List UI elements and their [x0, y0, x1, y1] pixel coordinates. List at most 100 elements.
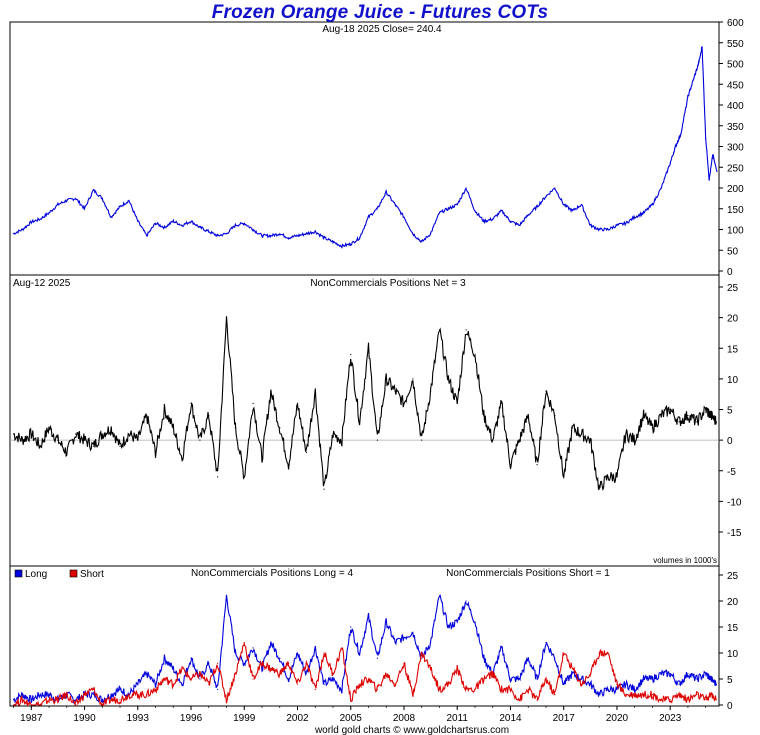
- x-tick-label: 2008: [393, 713, 416, 724]
- price-point: [181, 224, 183, 226]
- net-point: [359, 421, 361, 423]
- long-short-point: [669, 699, 671, 701]
- long-short-point: [208, 662, 210, 665]
- price-y-tick-label: 100: [727, 226, 744, 237]
- long-short-point: [572, 668, 574, 670]
- net-y-axis: -15 -10 -5 0 5 10 15 20 25: [10, 283, 742, 539]
- long-short-point: [288, 678, 290, 680]
- price-point: [48, 212, 50, 214]
- long-short-point: [643, 694, 645, 696]
- net-point: [715, 421, 717, 423]
- price-point: [66, 199, 68, 201]
- net-title: NonCommercials Positions Net = 3: [310, 278, 466, 289]
- long-short-point: [12, 699, 15, 701]
- price-point: [279, 233, 281, 235]
- net-point: [527, 415, 529, 417]
- net-point: [163, 408, 165, 411]
- net-point: [678, 421, 680, 423]
- long-short-point: [110, 699, 112, 701]
- price-point: [527, 214, 529, 216]
- long-short-point: [146, 694, 148, 696]
- price-point: [674, 145, 677, 148]
- net-point: [66, 451, 68, 453]
- net-point: [83, 439, 86, 441]
- long-short-point: [607, 688, 609, 691]
- net-point: [536, 464, 538, 466]
- long-short-point: [580, 683, 583, 685]
- long-short-panel: Long Short NonCommercials Positions Long…: [9, 565, 739, 724]
- long-short-line-short: [13, 642, 717, 708]
- net-point: [270, 390, 272, 392]
- long-short-point: [137, 683, 139, 685]
- long-short-point: [474, 621, 476, 623]
- long-short-point: [234, 673, 236, 675]
- long-short-point: [474, 688, 476, 691]
- net-point: [625, 433, 627, 435]
- price-y-axis: 0 50 100 150 200 250 300 350 400 450 500 550 600: [719, 18, 744, 278]
- long-short-point: [634, 688, 636, 691]
- price-point: [687, 96, 689, 98]
- price-point: [692, 79, 694, 81]
- price-point: [625, 222, 627, 224]
- price-point: [12, 233, 15, 235]
- price-point: [128, 199, 130, 201]
- net-point: [660, 415, 662, 417]
- price-point: [607, 228, 609, 231]
- net-point: [501, 402, 503, 404]
- long-short-point: [447, 683, 449, 685]
- long-short-point: [92, 694, 94, 696]
- price-point: [412, 233, 414, 235]
- price-point: [359, 237, 361, 239]
- price-point: [716, 170, 718, 172]
- long-short-point: [208, 683, 210, 685]
- long-short-y-tick-label: 0: [727, 701, 733, 712]
- price-subtitle: Aug-18 2025 Close= 240.4: [322, 24, 442, 35]
- net-point: [296, 402, 299, 404]
- price-y-tick-label: 350: [727, 122, 744, 133]
- long-short-point: [705, 673, 707, 675]
- long-short-point: [137, 694, 139, 696]
- long-short-point: [367, 616, 370, 618]
- long-short-point: [412, 694, 414, 696]
- price-point: [288, 237, 290, 239]
- long-short-point: [172, 683, 174, 685]
- long-short-point: [715, 699, 717, 701]
- long-short-point: [412, 631, 414, 633]
- price-point: [110, 216, 112, 218]
- x-tick-label: 1996: [180, 713, 203, 724]
- long-short-point: [634, 694, 636, 696]
- price-point: [261, 235, 263, 237]
- price-point: [243, 222, 245, 224]
- net-point: [128, 433, 130, 435]
- net-y-tick-label: 25: [727, 283, 739, 294]
- long-short-point: [48, 699, 50, 701]
- long-short-point: [598, 652, 600, 654]
- net-point: [190, 402, 192, 404]
- long-short-point: [509, 678, 512, 680]
- long-short-point: [616, 688, 618, 691]
- price-point: [651, 204, 654, 206]
- net-point: [438, 329, 441, 331]
- long-short-point: [163, 657, 165, 659]
- long-short-y-axis: 0 5 10 15 20 25: [719, 571, 739, 712]
- long-short-point: [75, 699, 77, 701]
- net-point: [314, 390, 316, 392]
- long-short-point: [376, 688, 378, 691]
- net-point: [119, 445, 121, 447]
- price-point: [341, 245, 343, 247]
- long-short-point: [536, 699, 538, 701]
- net-point: [456, 402, 458, 404]
- long-short-y-tick-label: 10: [727, 649, 739, 660]
- long-short-point: [30, 699, 32, 701]
- legend-short-label: Short: [80, 569, 104, 580]
- net-point: [48, 427, 50, 429]
- long-short-point: [57, 699, 59, 701]
- long-short-point: [314, 647, 316, 649]
- long-short-point: [190, 657, 192, 659]
- net-point: [687, 415, 689, 417]
- price-y-tick-label: 200: [727, 184, 744, 195]
- long-short-point: [625, 694, 627, 696]
- price-point: [698, 62, 700, 65]
- price-point: [225, 233, 228, 235]
- price-point: [616, 224, 618, 226]
